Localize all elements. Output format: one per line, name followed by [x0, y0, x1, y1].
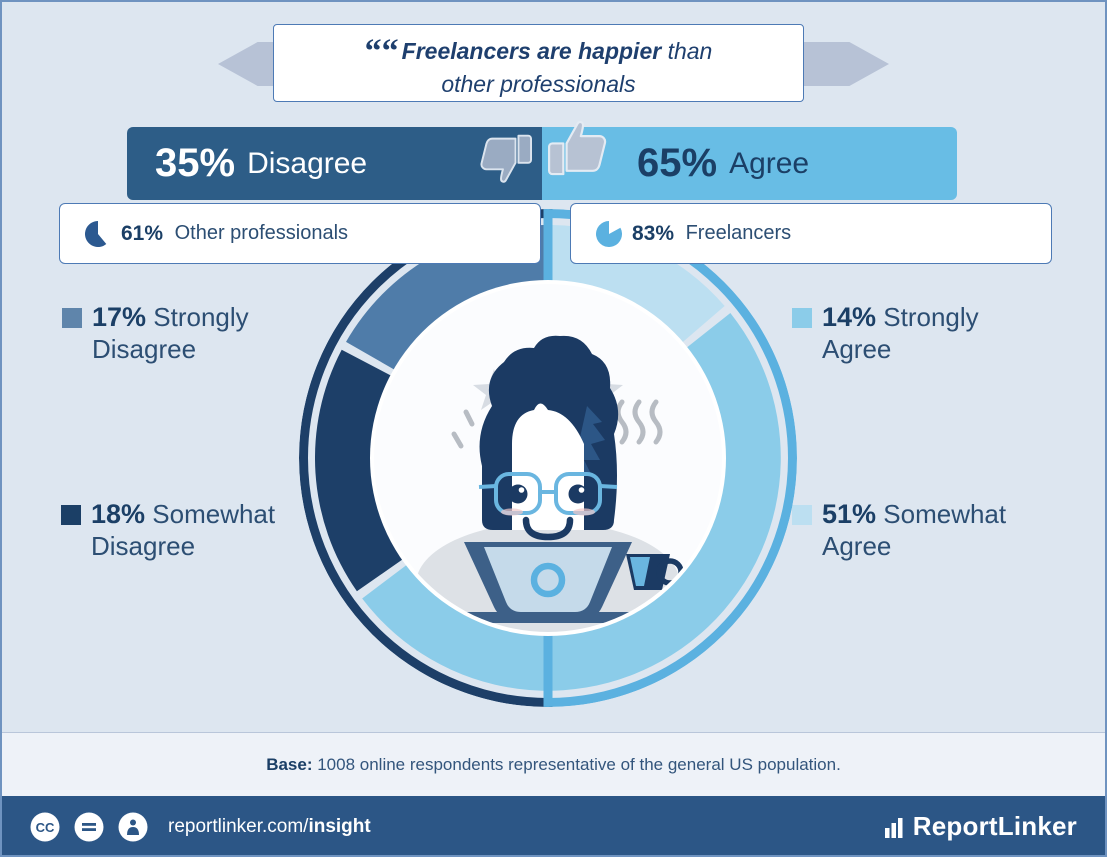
- svg-text:CC: CC: [36, 820, 55, 835]
